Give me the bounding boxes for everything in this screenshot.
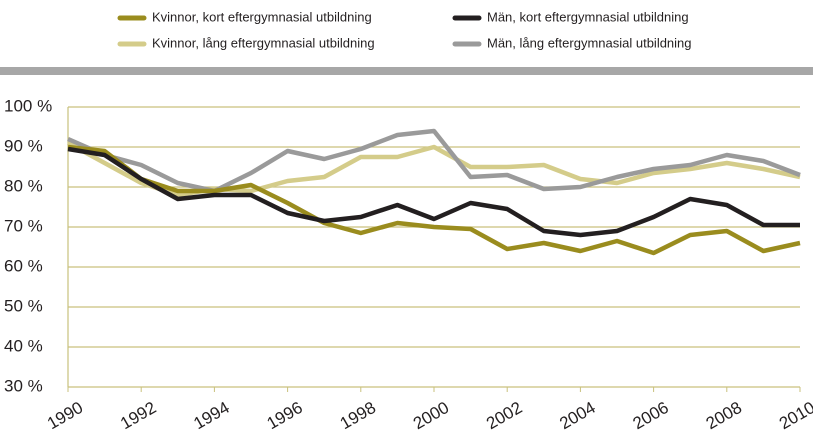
x-tick-label: 2006 — [630, 398, 672, 433]
y-tick-label: 100 % — [4, 96, 52, 115]
legend-label: Kvinnor, lång eftergymnasial utbildning — [152, 35, 375, 50]
x-tick-label: 1998 — [337, 398, 379, 433]
legend-label: Män, kort eftergymnasial utbildning — [487, 9, 689, 24]
y-tick-label: 90 % — [4, 136, 43, 155]
x-tick-label: 1992 — [117, 398, 159, 433]
line-series — [67, 128, 801, 194]
x-tick-label: 1990 — [44, 398, 86, 433]
y-tick-label: 50 % — [4, 296, 43, 315]
y-tick-label: 80 % — [4, 176, 43, 195]
x-tick-label: 2000 — [410, 398, 452, 433]
x-tick-label: 1996 — [264, 398, 306, 433]
x-tick-label: 2008 — [703, 398, 745, 433]
y-tick-label: 40 % — [4, 336, 43, 355]
x-tick-label: 2010 — [776, 398, 813, 433]
legend-label: Män, lång eftergymnasial utbildning — [487, 35, 692, 50]
y-tick-label: 60 % — [4, 256, 43, 275]
y-tick-label: 70 % — [4, 216, 43, 235]
x-tick-label: 2002 — [483, 398, 525, 433]
line-series — [67, 146, 800, 238]
line-series — [67, 144, 801, 256]
legend-label: Kvinnor, kort eftergymnasial utbildning — [152, 9, 372, 24]
header-band — [0, 67, 813, 75]
x-tick-label: 1994 — [190, 398, 232, 433]
y-tick-label: 30 % — [4, 376, 43, 395]
x-tick-label: 2004 — [556, 398, 598, 433]
